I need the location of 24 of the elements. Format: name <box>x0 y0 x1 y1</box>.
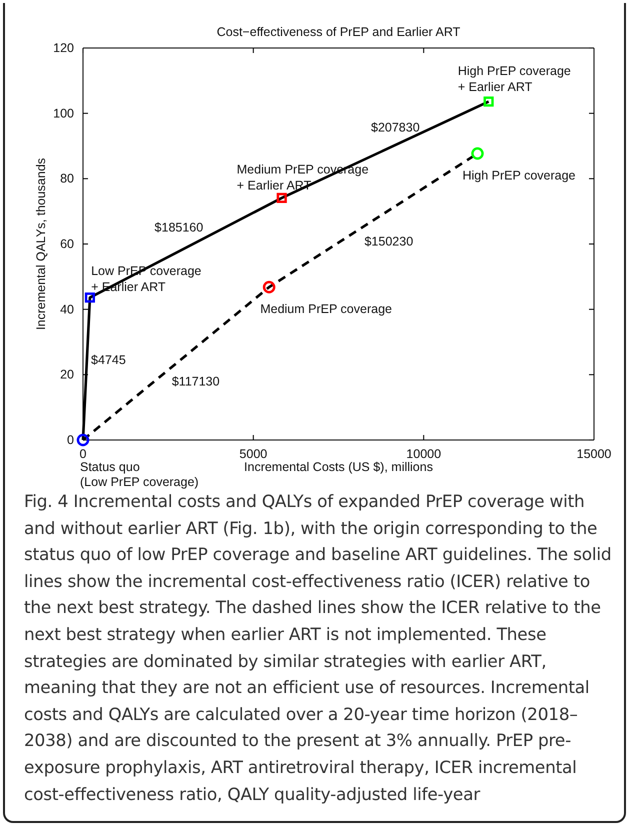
annotation: High PrEP coverage <box>462 168 576 183</box>
annotation: $207830 <box>371 120 420 135</box>
x-tick-label: 0 <box>80 446 87 461</box>
x-axis-title: Incremental Costs (US $), millions <box>244 460 433 474</box>
y-tick-label: 60 <box>60 237 74 251</box>
annotation: $185160 <box>154 220 204 235</box>
x-tick-label: 10000 <box>406 446 442 461</box>
y-tick-label: 120 <box>53 41 74 55</box>
chart-title: Cost−effectiveness of PrEP and Earlier ART <box>216 25 461 39</box>
annotation: $150230 <box>364 234 414 249</box>
text: Fig. 4 Incremental costs and QALYs of expanded PrEP coverage with and without earlier ART (Fig. 1b), with the origin corresponding to the status quo of low PrEP coverage and baseline ART guidelines. The solid lines show the incremental cost-effectiveness ratio (ICER) relative to the next best strategy. The dashed lines show the ICER relative to the next best strategy when earlier ART is not implemented. These strategies are dominated by similar strategies with earlier ART, meaning that they are not an efficient use of resources. Incremental costs and QALYs are calculated over a 20-year time horizon (2018–2038) and are discounted to the present at 3% annually. PrEP pre-exposure prophylaxis, ART antiretroviral therapy, ICER incremental cost-effectiveness ratio, QALY quality-adjusted life-year <box>24 491 612 804</box>
y-tick-label: 100 <box>53 106 74 120</box>
text: Status quo (Low PrEP coverage) <box>80 460 199 489</box>
annotation: $117130 <box>172 374 220 388</box>
y-tick-label: 40 <box>60 302 74 316</box>
x-tick-label: 15000 <box>576 446 612 461</box>
y-tick-label: 80 <box>60 172 74 186</box>
annotation: $4745 <box>91 352 126 367</box>
y-axis-title: Incremental QALYs, thousands <box>34 158 48 330</box>
y-tick-label: 20 <box>60 368 74 382</box>
annotation: High PrEP coverage + Earlier ART <box>458 64 571 94</box>
x-tick-label: 5000 <box>239 446 268 461</box>
annotation: Medium PrEP coverage <box>260 302 392 316</box>
y-tick-label: 0 <box>67 433 74 447</box>
